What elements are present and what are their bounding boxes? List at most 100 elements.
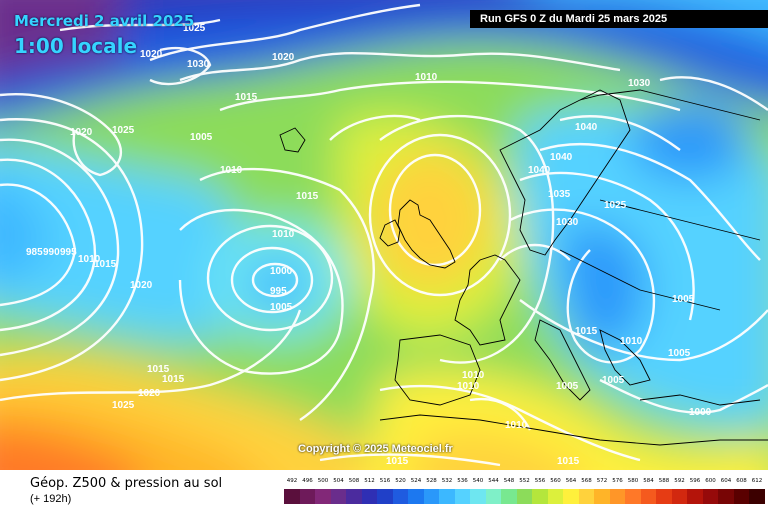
legend-swatch	[439, 489, 455, 504]
isobar-label: 1015	[557, 456, 580, 467]
isobar-label: 1025	[112, 125, 135, 136]
isobar-label: 1010	[78, 254, 101, 265]
run-banner: Run GFS 0 Z du Mardi 25 mars 2025	[470, 10, 768, 28]
legend-label: 528	[426, 478, 437, 484]
isobar-label: 1035	[548, 189, 571, 200]
isobar-label: 1005	[668, 348, 691, 359]
isobar-label: 1015	[162, 374, 185, 385]
isobar-label: 1030	[628, 78, 651, 89]
isobar-label: 1020	[130, 280, 153, 291]
isobar-label: 1040	[550, 152, 573, 163]
isobar-label: 1010	[415, 72, 438, 83]
legend-label: 600	[705, 478, 716, 484]
legend-label: 540	[472, 478, 484, 484]
weather-map: 1025 1030 1020 1020 1025 1005 1015 1010 …	[0, 0, 768, 470]
legend-label: 604	[720, 478, 732, 484]
isobar-label: 1010	[272, 229, 295, 240]
copyright-notice: Copyright © 2025 Meteociel.fr	[298, 443, 453, 455]
map-canvas: 1025 1030 1020 1020 1025 1005 1015 1010 …	[0, 0, 768, 470]
isobar-label: 1015	[94, 259, 117, 270]
legend-swatch	[718, 489, 734, 504]
legend-label: 504	[333, 478, 344, 484]
legend-label: 580	[627, 478, 639, 484]
legend-label: 500	[317, 478, 329, 484]
isobar-label: 1010	[505, 420, 528, 431]
legend-label: 516	[379, 478, 391, 484]
coastlines	[279, 89, 768, 446]
legend-label: 584	[643, 478, 654, 484]
legend-label: 512	[364, 478, 375, 484]
legend-label: 524	[410, 478, 422, 484]
isobar-labels: 1025 1030 1020 1020 1025 1005 1015 1010 …	[26, 23, 712, 467]
legend-swatch	[671, 489, 688, 504]
legend-swatch	[656, 489, 672, 504]
isobar-label: 1000	[270, 266, 293, 277]
legend-label: 568	[581, 478, 592, 484]
isobar-label: 1025	[112, 400, 135, 411]
isobar-label: 1020	[70, 127, 93, 138]
isobar-label: 1005	[672, 294, 695, 305]
legend-swatch	[423, 489, 440, 504]
forecast-range: (+ 192h)	[30, 493, 72, 505]
legend-swatch	[470, 489, 486, 504]
legend-label: 556	[534, 478, 546, 484]
legend-label: 612	[751, 478, 763, 484]
isobar-label: 995	[60, 247, 77, 258]
legend-label: 608	[736, 478, 747, 484]
legend-swatch	[315, 489, 331, 504]
legend-swatch	[749, 489, 765, 504]
legend-swatch	[284, 489, 300, 504]
isobar-lines	[0, 3, 768, 467]
legend-swatch	[485, 489, 502, 504]
isobar-label: 1015	[235, 92, 258, 103]
legend-label: 496	[302, 478, 313, 484]
legend-label: 548	[503, 478, 515, 484]
isobar-label: 1010	[462, 370, 485, 381]
legend-label: 572	[596, 478, 608, 484]
legend-swatch	[346, 489, 362, 504]
legend-swatch	[687, 489, 703, 504]
legend-swatch	[299, 489, 316, 504]
isobar-label: 1010	[620, 336, 643, 347]
isobar-label: 1005	[602, 375, 625, 386]
isobar-label: 1005	[556, 381, 579, 392]
isobar-label: 1005	[190, 132, 213, 143]
legend-label: 492	[286, 478, 298, 484]
legend-label: 560	[550, 478, 561, 484]
isobar-label: 1015	[296, 191, 319, 202]
legend-swatch	[532, 489, 548, 504]
legend-swatch	[501, 489, 517, 504]
legend-label: 508	[348, 478, 360, 484]
isobar-label: 1000	[689, 407, 712, 418]
legend-label: 576	[612, 478, 623, 484]
isobar-label: 1040	[528, 165, 551, 176]
legend-swatch	[563, 489, 579, 504]
legend-swatch	[702, 489, 719, 504]
isobar-label: 1020	[272, 52, 295, 63]
legend-swatch	[392, 489, 409, 504]
legend-swatch	[516, 489, 533, 504]
legend-label: 532	[441, 478, 453, 484]
legend-label: 588	[658, 478, 670, 484]
isobar-label: 1030	[556, 217, 579, 228]
legend-swatch	[733, 489, 750, 504]
legend-label: 552	[519, 478, 530, 484]
isobar-label: 1030	[187, 59, 210, 70]
legend-swatch	[594, 489, 610, 504]
isobar-label: 1010	[457, 381, 480, 392]
legend-swatch	[361, 489, 378, 504]
isobar-label: 1005	[270, 302, 293, 313]
isobar-label: 1015	[575, 326, 598, 337]
legend-swatch	[408, 489, 424, 504]
legend-swatch	[454, 489, 471, 504]
isobar-label: 1025	[183, 23, 206, 34]
isobar-label: 1015	[386, 456, 409, 467]
legend-label: 520	[395, 478, 406, 484]
isobar-label: 1040	[575, 122, 598, 133]
legend-swatch	[609, 489, 626, 504]
legend-label: 544	[488, 478, 499, 484]
legend-label: 592	[674, 478, 685, 484]
legend-label: 564	[565, 478, 577, 484]
isobar-label: 1025	[604, 200, 627, 211]
isobar-label: 990	[43, 247, 60, 258]
